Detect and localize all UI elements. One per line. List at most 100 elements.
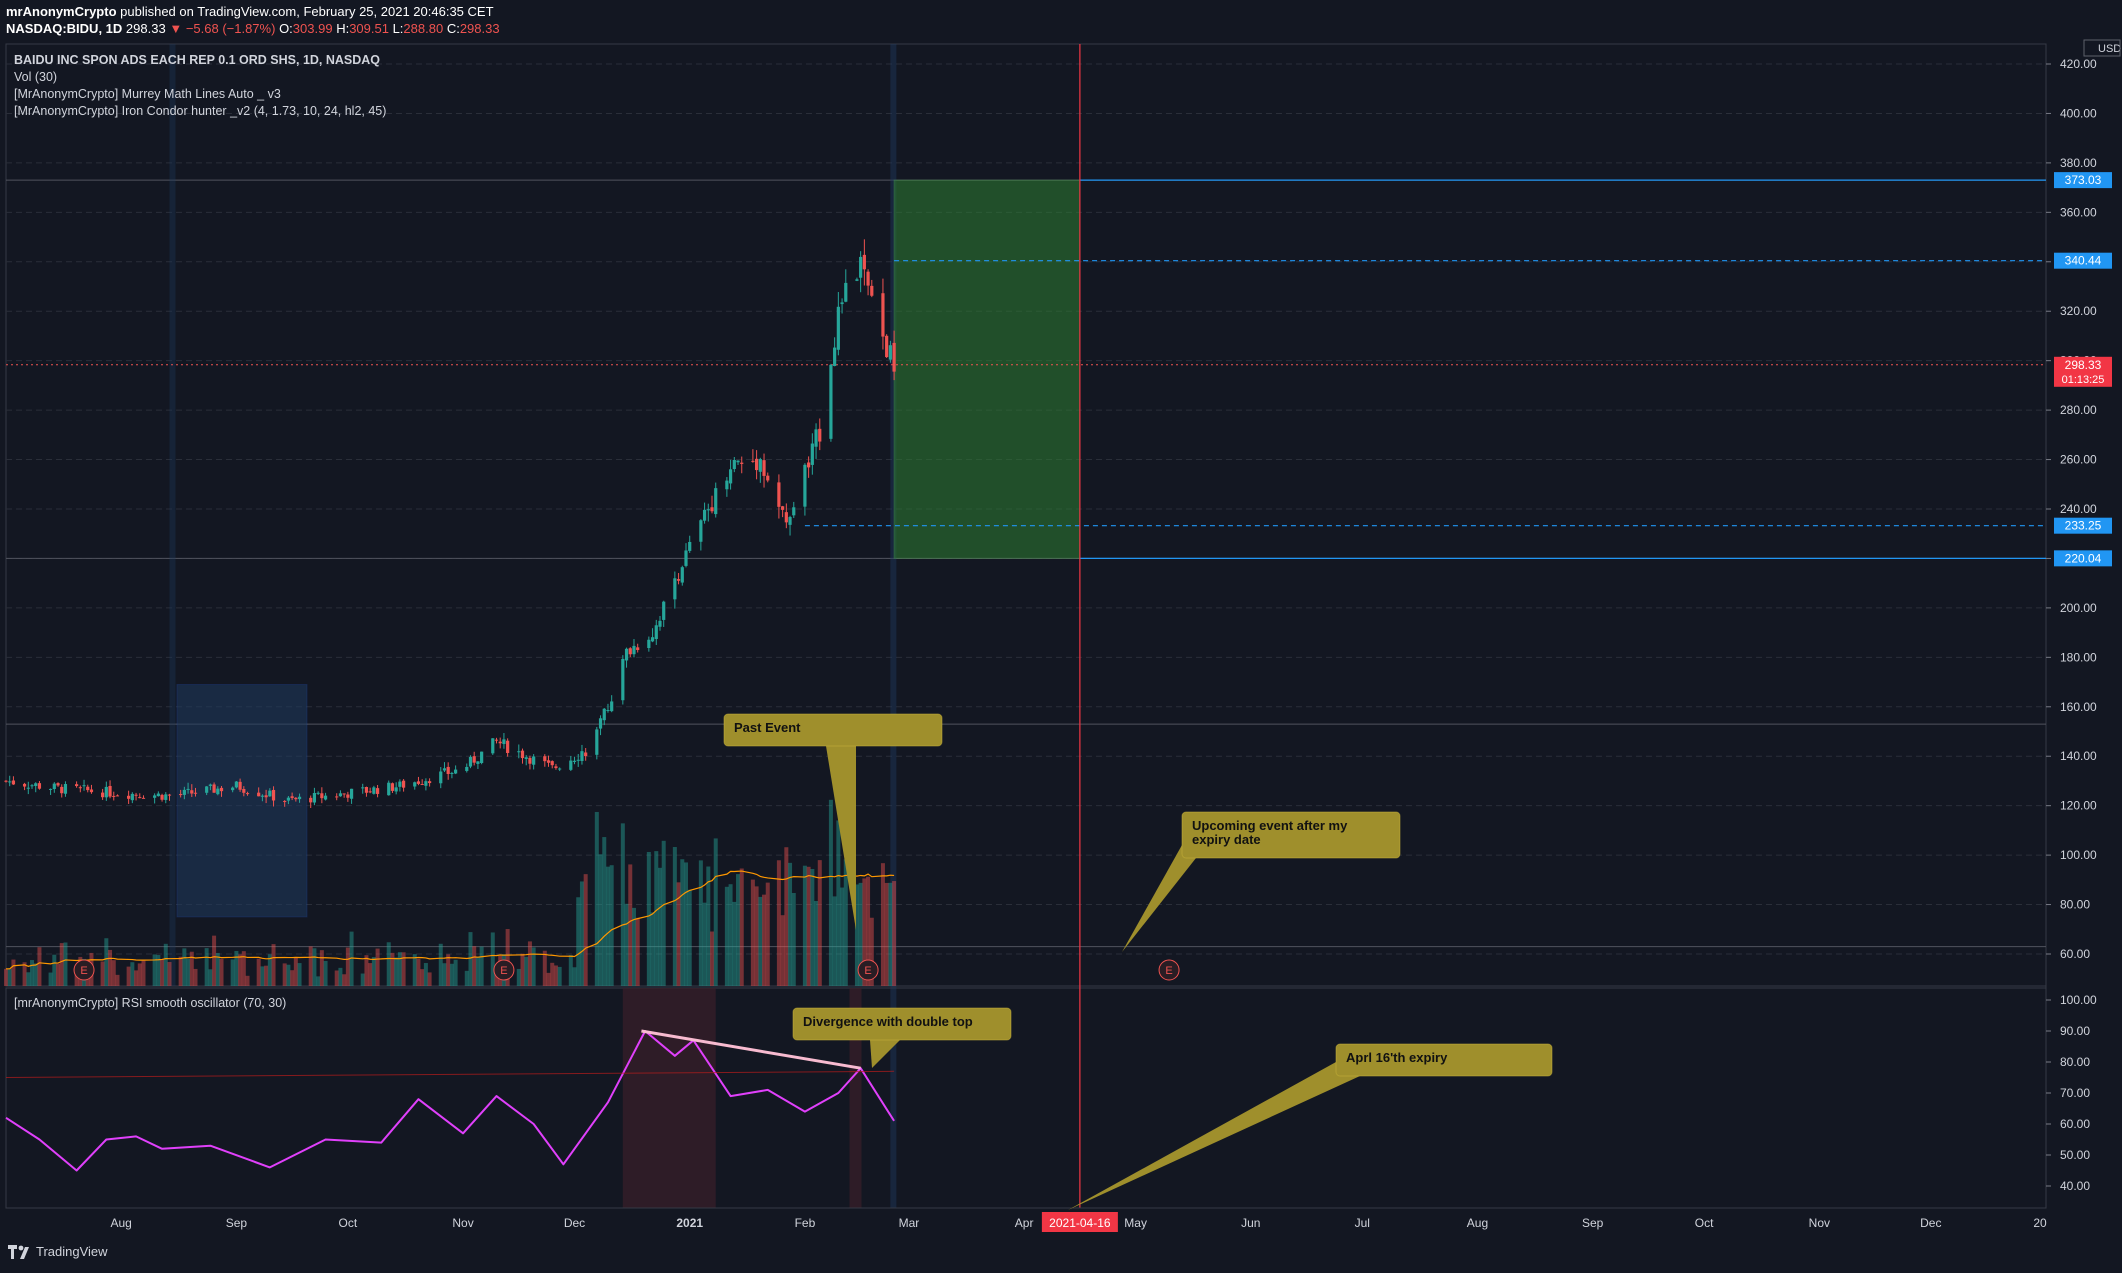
candle-body [558, 768, 562, 770]
volume-bar [572, 967, 577, 986]
volume-bar [464, 970, 469, 986]
volume-bar [7, 968, 12, 986]
candle-body [732, 459, 736, 470]
volume-bar [137, 963, 142, 986]
volume-bar [52, 954, 57, 986]
price-tick-label: 200.00 [2060, 601, 2097, 615]
price-badge [2054, 517, 2112, 534]
volume-bar [420, 969, 425, 986]
price-badge [2054, 252, 2112, 269]
volume-bar [368, 963, 373, 986]
volume-bar [758, 896, 763, 986]
footer-brand[interactable]: TradingView [8, 1244, 108, 1259]
candle-body [788, 517, 792, 525]
volume-bar [866, 876, 871, 986]
volume-bar [189, 951, 194, 986]
candle-body [595, 729, 599, 755]
candle-body [777, 482, 781, 507]
volume-bar [810, 868, 815, 986]
volume-bar [631, 907, 636, 986]
candle-body [390, 783, 395, 791]
candle-body [766, 475, 770, 481]
author-name[interactable]: mrAnonymCrypto [6, 4, 117, 19]
volume-bar [579, 881, 584, 986]
callout-tail [826, 746, 856, 930]
candle-body [231, 787, 235, 791]
price-tick-label: 120.00 [2060, 799, 2097, 813]
callout-text: Upcoming event after my [1192, 818, 1348, 833]
volume-bar [576, 897, 581, 986]
volume-bar [182, 948, 187, 986]
price-tick-label: 380.00 [2060, 156, 2097, 170]
callout-box [1335, 1043, 1553, 1077]
price-tick-label: 140.00 [2060, 749, 2097, 763]
publish-info: mrAnonymCrypto published on TradingView.… [6, 4, 494, 19]
time-tick-label: Feb [795, 1216, 816, 1230]
legend-volume[interactable]: Vol (30) [14, 70, 58, 84]
volume-bar [479, 946, 484, 986]
low-value: 288.80 [403, 21, 444, 36]
callout-text: Past Event [734, 720, 801, 735]
volume-bar [178, 956, 183, 986]
volume-bar [438, 943, 443, 986]
volume-bar [475, 957, 480, 986]
volume-bar [858, 882, 863, 986]
candle-body [312, 793, 317, 803]
candle-body [654, 625, 658, 639]
legend-condor[interactable]: [MrAnonymCrypto] Iron Condor hunter _v2 … [14, 104, 387, 118]
legend-murrey[interactable]: [MrAnonymCrypto] Murrey Math Lines Auto … [14, 87, 281, 101]
volume-bar [684, 862, 688, 986]
volume-bar [736, 874, 741, 986]
candle-body [584, 752, 588, 757]
price-badge-label: 373.03 [2065, 173, 2102, 187]
candle-body [338, 793, 343, 797]
candle-body [855, 279, 859, 281]
candle-body [368, 791, 372, 793]
currency-box [2083, 39, 2121, 57]
condor-zone-past [176, 684, 308, 918]
candle-body [216, 788, 220, 795]
volume-bar [412, 954, 417, 986]
candle-body [401, 780, 406, 788]
candle-body [212, 784, 216, 793]
candle-body [257, 792, 261, 797]
candle-body [413, 782, 417, 787]
volume-bar [134, 970, 139, 986]
volume-bar [453, 959, 458, 986]
candle-body [245, 793, 250, 795]
candle-body [598, 718, 603, 729]
candle-body [725, 480, 729, 490]
callout-tail [1122, 845, 1196, 952]
candle-body [892, 342, 896, 372]
candle-body [572, 760, 577, 762]
candle-body [621, 658, 625, 701]
volume-bar [115, 974, 120, 986]
rsi-pane [5, 987, 2047, 1209]
volume-bar [780, 915, 785, 986]
rsi-line [5, 1030, 895, 1172]
volume-bar [628, 864, 633, 986]
volume-bar [687, 889, 692, 986]
candle-body [446, 766, 450, 774]
volume-bar [836, 820, 841, 986]
volume-bar [238, 954, 243, 986]
candle-body [502, 739, 506, 744]
volume-bar [4, 968, 8, 986]
candle-body [840, 302, 844, 305]
candle-body [26, 787, 30, 789]
volume-bar [152, 954, 157, 986]
volume-bar [386, 942, 391, 986]
expiry-date-badge [1041, 1212, 1118, 1232]
volume-bar [126, 966, 131, 986]
volume-bar [531, 947, 536, 986]
callout-box [792, 1007, 1012, 1041]
candle-body [647, 639, 651, 649]
candle-body [89, 789, 94, 793]
earnings-event-label: E [1165, 965, 1172, 977]
legend-rsi[interactable]: [mrAnonymCrypto] RSI smooth oscillator (… [14, 996, 287, 1010]
ohlc-line: NASDAQ:BIDU, 1D 298.33 ▼ −5.68 (−1.87%) … [6, 21, 500, 36]
volume-bar [446, 954, 451, 986]
candle-body [238, 781, 242, 790]
candle-body [807, 462, 811, 468]
